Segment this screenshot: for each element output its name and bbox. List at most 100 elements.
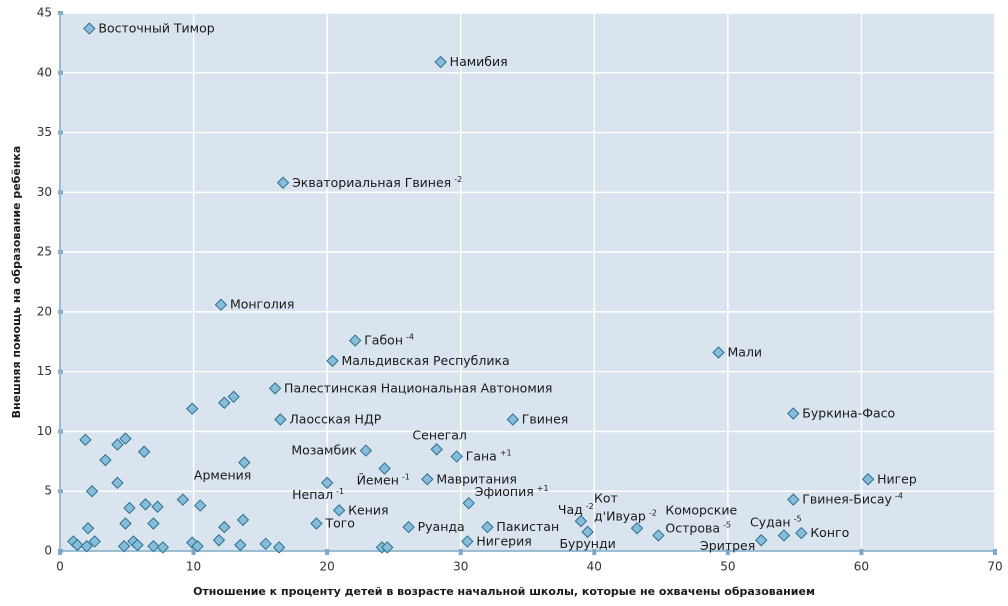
data-point [359,444,373,457]
data-point [462,496,475,510]
data-point [147,540,160,553]
point-label-text: Габон [364,332,403,347]
x-tick-mark [58,549,62,555]
point-label-superscript: -4 [895,491,903,500]
data-point [268,382,282,395]
data-point [378,462,391,475]
point-label-text: Мали [728,344,763,359]
data-point [81,522,95,535]
data-point [151,500,164,513]
data-point [156,541,170,554]
data-point [123,501,136,515]
point-label: Судан -5 [750,514,802,529]
point-label: Эритрея [700,538,755,553]
x-tick-mark [592,549,597,555]
y-tick-label: 45 [37,6,52,20]
point-label-text: Палестинская Национальная Автономия [284,380,552,395]
point-label-superscript: -2 [454,174,462,183]
x-tick-mark [993,549,997,555]
point-label-text: Восточный Тимор [98,20,214,35]
data-point [461,535,474,548]
data-point [111,438,124,451]
data-point [574,514,588,528]
y-tick-label: 15 [37,364,52,378]
data-point [139,498,152,511]
data-point [71,538,84,552]
data-point [80,540,93,553]
point-label: Нигерия [476,533,531,548]
data-point [630,522,644,535]
point-label-superscript: -2 [649,508,657,517]
point-label: Пакистан [496,519,559,534]
point-label-text: Конго [810,525,849,540]
point-label: Монголия [230,296,294,311]
point-label: Мавритания [436,471,517,486]
x-tick-mark [191,549,196,555]
y-axis-label: Внешняя помощь на образование ребёнка [10,146,23,419]
data-point [310,517,323,530]
x-tick-mark [325,549,330,555]
point-label-superscript: -1 [402,472,410,481]
y-tick-label: 30 [37,185,52,199]
data-point [402,520,415,534]
data-point [430,443,443,456]
data-point [234,538,247,552]
point-label-text: д'Ивуар [594,508,646,523]
y-tick-label: 20 [37,304,52,318]
point-label-text: Монголия [230,296,294,311]
point-label: Сенегал [412,427,467,442]
point-label: Бурунди [559,535,615,550]
data-point [88,535,101,548]
data-point [147,517,160,530]
data-point [421,473,434,486]
data-point [326,354,339,368]
point-label-text: Непал [292,486,333,501]
point-label-text: Йемен [357,472,399,487]
data-point [652,529,665,542]
data-point [381,541,394,554]
data-point [581,525,594,539]
data-point [332,504,346,517]
point-label: Мальдивская Республика [341,352,509,367]
data-point [119,517,132,530]
plot-background [60,13,995,551]
data-point [191,540,204,553]
data-point [227,390,240,403]
y-tick-label: 40 [37,65,52,79]
data-point [194,499,207,512]
point-label-text: Эритрея [700,538,755,553]
point-label: д'Ивуар -2 [594,508,657,523]
data-point [79,433,92,447]
point-label-superscript: -1 [336,486,344,495]
point-label-text: Намибия [450,54,508,69]
data-point [506,413,520,426]
point-label: Йемен -1 [357,472,410,487]
data-point [272,541,286,554]
point-label: Экваториальная Гвинея -2 [292,174,462,189]
x-tick-label: 60 [854,560,869,574]
point-label: Острова -5 [665,520,731,535]
data-point [85,485,99,498]
data-point [348,334,362,347]
point-label: Габон -4 [364,332,414,347]
data-point [795,526,808,540]
point-label-text: Сенегал [412,427,467,442]
point-label: Гвинея-Бисау -4 [802,491,903,506]
y-tick-label: 25 [37,245,52,259]
data-point [320,476,334,490]
data-point [218,396,231,409]
x-tick-mark [458,549,463,555]
point-label: Кения [348,502,388,517]
x-axis-label: Отношение к проценту детей в возрасте на… [193,585,815,598]
point-label-text: Нигерия [476,533,531,548]
point-label: Гвинея [522,411,569,426]
point-label: Того [324,515,355,530]
data-point [787,493,800,506]
point-label-text: Мальдивская Республика [341,352,509,367]
data-point [186,536,199,549]
x-tick-label: 0 [56,560,64,574]
point-label-superscript: +1 [537,484,549,493]
x-tick-label: 10 [186,560,201,574]
point-label-text: Кот [594,490,618,505]
point-label: Армения [194,467,251,482]
